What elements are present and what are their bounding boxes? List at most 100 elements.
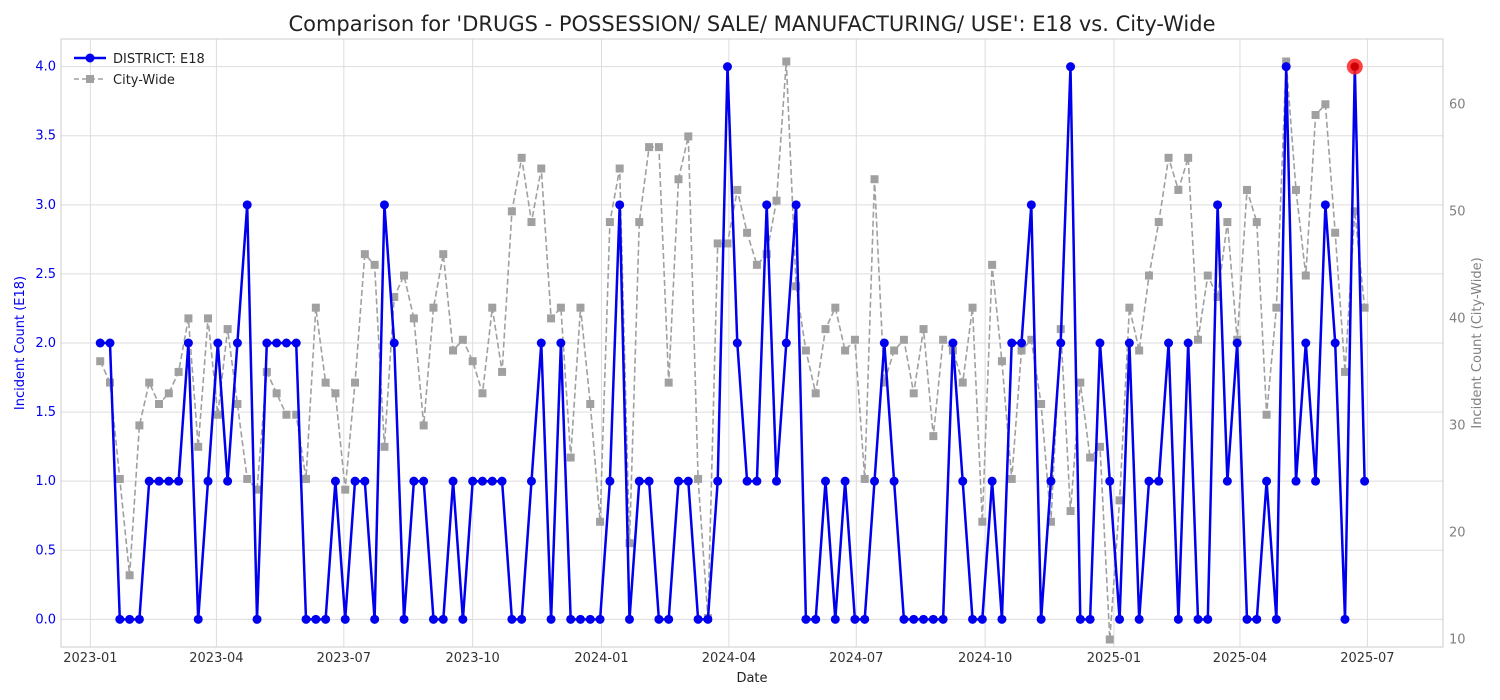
district-e18-point (1360, 476, 1370, 486)
left-y-tick-label: 1.0 (35, 474, 56, 489)
right-y-tick-label: 10 (1449, 633, 1466, 648)
district-e18-point (1056, 338, 1066, 348)
city-wide-point (155, 400, 164, 409)
right-y-tick-label: 40 (1449, 311, 1466, 326)
city-wide-point (96, 357, 105, 366)
city-wide-point (272, 389, 281, 398)
district-e18-line (100, 66, 1366, 621)
right-y-tick-label: 50 (1449, 204, 1466, 219)
city-wide-point (1184, 153, 1193, 162)
city-wide-point (674, 175, 683, 184)
city-wide-point (929, 432, 938, 441)
series-district-e18 (95, 62, 1370, 624)
city-wide-point (1321, 100, 1330, 109)
city-wide-point (772, 196, 781, 205)
city-wide-point (1331, 228, 1340, 237)
city-wide-point (507, 207, 516, 216)
district-e18-point (419, 476, 429, 486)
district-e18-point (585, 614, 595, 624)
city-wide-point (1242, 185, 1251, 194)
district-e18-point (811, 614, 821, 624)
district-e18-point (1124, 338, 1134, 348)
city-wide-point (468, 357, 477, 366)
left-y-axis: 0.0 0.5 1.0 1.5 2.0 2.5 3.0 3.5 4.0 (35, 60, 56, 628)
left-y-tick-label: 3.0 (35, 198, 56, 213)
city-wide-point (1144, 271, 1153, 280)
legend-city-label: City-Wide (113, 73, 175, 88)
district-e18-point (664, 614, 674, 624)
district-e18-point (1164, 338, 1174, 348)
city-wide-point (1301, 271, 1310, 280)
district-e18-point (379, 200, 389, 210)
city-wide-point (841, 346, 850, 355)
x-tick-label: 2023-04 (189, 651, 243, 666)
left-y-tick-label: 2.0 (35, 336, 56, 351)
city-wide-point (135, 421, 144, 430)
district-e18-point (850, 614, 860, 624)
district-e18-point (958, 476, 968, 486)
city-wide-point (654, 143, 663, 152)
district-e18-point (605, 476, 615, 486)
district-e18-point (1330, 338, 1340, 348)
city-wide-point (1125, 303, 1134, 312)
legend-district-marker (85, 53, 95, 63)
district-e18-point (987, 476, 997, 486)
district-e18-point (899, 614, 909, 624)
city-wide-point (311, 303, 320, 312)
district-e18-point (1203, 614, 1213, 624)
city-wide-point (194, 442, 203, 451)
district-e18-point (536, 338, 546, 348)
city-wide-point (899, 335, 908, 344)
city-wide-point (782, 57, 791, 66)
x-tick-label: 2024-01 (574, 651, 628, 666)
district-e18-point (673, 476, 683, 486)
city-wide-point (458, 335, 467, 344)
district-e18-point (330, 476, 340, 486)
district-e18-point (477, 476, 487, 486)
district-e18-point (526, 476, 536, 486)
district-e18-point (409, 476, 419, 486)
city-wide-point (184, 314, 193, 323)
city-wide-point (1115, 496, 1124, 505)
city-wide-point (439, 250, 448, 259)
city-wide-point (850, 335, 859, 344)
district-e18-point (1232, 338, 1242, 348)
district-e18-point (1046, 476, 1056, 486)
city-wide-point (213, 410, 222, 419)
x-tick-label: 2025-07 (1340, 651, 1394, 666)
district-e18-point (487, 476, 497, 486)
city-wide-point (1223, 218, 1232, 227)
district-e18-point (252, 614, 262, 624)
city-wide-point (1203, 271, 1212, 280)
city-wide-point (792, 282, 801, 291)
city-wide-point (1262, 410, 1271, 419)
district-e18-point (1271, 614, 1281, 624)
district-e18-point (183, 338, 193, 348)
district-e18-point (703, 614, 713, 624)
district-e18-point (105, 338, 115, 348)
city-wide-point (331, 389, 340, 398)
city-wide-point (1272, 303, 1281, 312)
city-wide-point (1174, 185, 1183, 194)
city-wide-point (1095, 442, 1104, 451)
city-wide-point (762, 250, 771, 259)
district-e18-point (389, 338, 399, 348)
district-e18-point (546, 614, 556, 624)
city-wide-point (282, 410, 291, 419)
district-e18-point (575, 614, 585, 624)
city-wide-point (547, 314, 556, 323)
district-e18-point (272, 338, 282, 348)
city-wide-point (684, 132, 693, 141)
district-e18-point (458, 614, 468, 624)
district-e18-point (1242, 614, 1252, 624)
city-wide-point (253, 485, 262, 494)
district-e18-point (840, 476, 850, 486)
district-e18-point (213, 338, 223, 348)
city-wide-point (1360, 303, 1369, 312)
district-e18-point (870, 476, 880, 486)
city-wide-point (302, 474, 311, 483)
left-y-tick-label: 2.5 (35, 267, 56, 282)
city-wide-point (988, 260, 997, 269)
district-e18-point (1036, 614, 1046, 624)
city-wide-point (958, 378, 967, 387)
